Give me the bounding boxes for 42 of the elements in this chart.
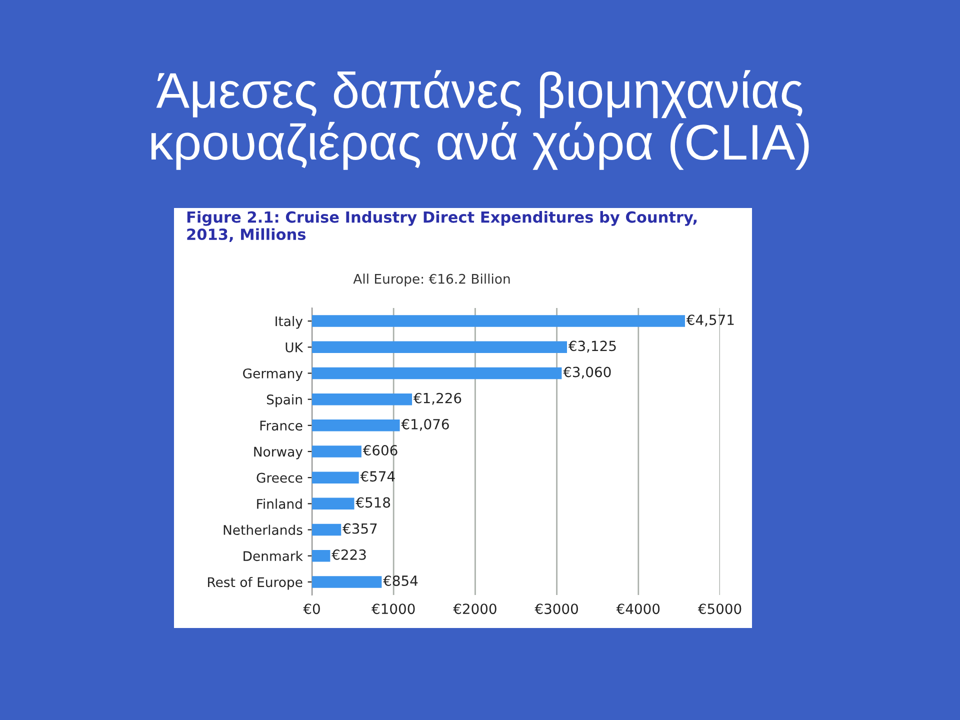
y-tick-label: Rest of Europe xyxy=(208,576,302,590)
data-label: €223 xyxy=(332,549,366,560)
data-label: €357 xyxy=(342,523,377,534)
y-tick-label: France xyxy=(260,420,302,431)
y-tick-label: Germany xyxy=(243,368,303,381)
y-tick-label: UK xyxy=(286,342,304,352)
y-tick-label: Greece xyxy=(256,472,302,483)
bar xyxy=(312,576,382,588)
data-label: €518 xyxy=(356,497,390,508)
x-tick-label: €0 xyxy=(303,604,320,614)
data-label: €1,226 xyxy=(413,392,462,405)
text: All Europe: €16.2 Billion xyxy=(353,274,510,286)
bar xyxy=(312,498,354,510)
y-tick-label: Netherlands xyxy=(224,524,302,535)
chart-title: Άμεσες δαπάνες βιομηχανίας κρουαζιέρας ανά χώρα (CLIA) xyxy=(151,70,809,170)
bar xyxy=(312,446,362,458)
y-tick-label: Spain xyxy=(266,394,302,408)
data-label: €606 xyxy=(362,445,398,456)
bar xyxy=(312,472,359,484)
bar xyxy=(312,524,342,536)
data-label: €3,125 xyxy=(568,340,616,353)
bar xyxy=(312,367,562,380)
bar xyxy=(312,550,330,562)
y-tick-label: Norway xyxy=(254,446,303,460)
bar xyxy=(312,420,400,432)
x-tick-label: €3000 xyxy=(534,604,578,614)
data-label: €3,060 xyxy=(563,366,611,379)
data-label: €854 xyxy=(383,575,418,586)
y-tick-label: Denmark xyxy=(244,550,303,562)
data-label: €4,571 xyxy=(686,314,734,326)
x-tick-label: €2000 xyxy=(453,604,496,614)
chart-subtitle: Figure 2.1: Cruise Industry Direct Expenditures by Country, 2013, Millions xyxy=(187,211,697,242)
data-label: €574 xyxy=(360,471,395,482)
bar xyxy=(312,315,685,327)
y-tick-label: Italy xyxy=(276,316,303,329)
bar xyxy=(312,341,567,354)
data-label: €1,076 xyxy=(401,418,449,431)
y-tick-label: Finland xyxy=(257,498,302,509)
bar xyxy=(312,393,412,406)
x-tick-label: €4000 xyxy=(616,604,660,614)
x-tick-label: €1000 xyxy=(372,604,415,614)
x-tick-label: €5000 xyxy=(698,604,742,614)
